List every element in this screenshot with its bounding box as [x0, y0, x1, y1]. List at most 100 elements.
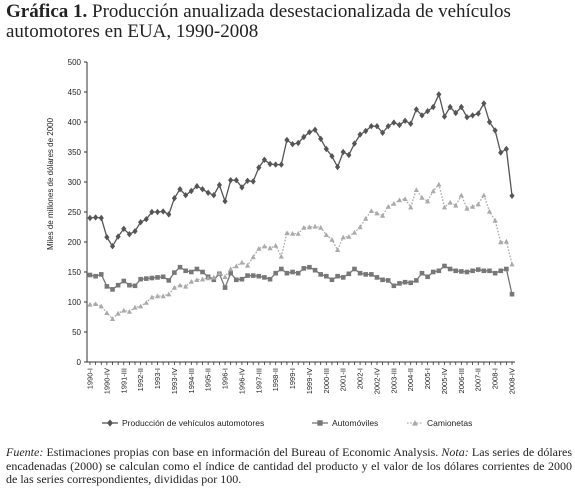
data-point-produccion: [211, 192, 217, 199]
data-point-produccion: [250, 178, 256, 185]
data-point-camionetas: [413, 187, 419, 192]
data-point-automoviles: [307, 264, 312, 270]
data-point-produccion: [115, 233, 121, 240]
data-point-camionetas: [250, 254, 256, 260]
legend-marker-camionetas: [412, 420, 418, 426]
data-point-automoviles: [481, 268, 487, 274]
data-point-automoviles: [374, 275, 380, 280]
chart-axes: 0 50 100 150 200 250 300 350 400 450 500 1990-I 1990…: [68, 58, 517, 394]
chart-legend: Producción de vehículos automotores Autom…: [102, 418, 472, 428]
data-point-automoviles: [290, 269, 295, 275]
data-point-produccion: [470, 112, 476, 119]
data-point-automoviles: [509, 291, 515, 297]
caption-fuente-text: Estimaciones propias con base en informa…: [46, 445, 439, 459]
data-point-produccion: [340, 148, 346, 156]
data-point-automoviles: [402, 279, 408, 285]
data-point-camionetas: [458, 192, 464, 198]
data-point-automoviles: [188, 269, 194, 275]
legend-label-produccion: Producción de vehículos automotores: [122, 418, 264, 428]
y-tick-label: 300: [68, 178, 82, 187]
data-point-produccion: [273, 161, 279, 168]
data-point-camionetas: [363, 216, 369, 221]
data-point-automoviles: [183, 268, 188, 274]
data-point-automoviles: [487, 268, 492, 274]
data-point-automoviles: [318, 272, 323, 277]
data-point-produccion: [430, 103, 436, 111]
data-point-camionetas: [222, 274, 228, 279]
data-point-produccion: [104, 234, 110, 241]
data-point-produccion: [492, 127, 498, 134]
data-point-automoviles: [453, 268, 459, 274]
data-point-produccion: [475, 110, 481, 117]
data-point-camionetas: [244, 262, 251, 268]
data-point-automoviles: [132, 283, 138, 289]
data-point-camionetas: [425, 198, 431, 204]
x-tick-label: 1995-II: [204, 368, 213, 391]
y-tick-label: 400: [68, 118, 82, 127]
data-point-produccion: [509, 192, 515, 199]
data-point-produccion: [464, 114, 470, 121]
data-point-produccion: [318, 135, 324, 142]
data-point-camionetas: [149, 294, 155, 300]
y-tick-label: 150: [68, 268, 82, 277]
series-automoviles: [87, 263, 515, 297]
data-point-automoviles: [115, 282, 121, 288]
data-point-produccion: [357, 131, 363, 138]
data-point-automoviles: [160, 274, 166, 280]
series-line-automoviles: [89, 265, 513, 295]
data-point-camionetas: [138, 303, 144, 309]
data-point-camionetas: [481, 192, 487, 198]
data-point-automoviles: [419, 270, 425, 276]
series-produccion: [87, 91, 515, 250]
data-point-camionetas: [346, 234, 352, 239]
data-point-camionetas: [98, 303, 104, 309]
data-point-automoviles: [335, 273, 340, 279]
caption-nota-label: Nota:: [441, 445, 469, 459]
x-tick-label: 1998-II: [271, 368, 280, 391]
legend-label-automoviles: Automóviles: [332, 418, 378, 428]
data-point-produccion: [419, 112, 425, 119]
x-tick-label: 1996-I: [221, 368, 230, 389]
data-point-produccion: [408, 120, 414, 127]
x-tick-label: 2002-I: [356, 368, 365, 389]
data-point-camionetas: [351, 229, 358, 235]
data-point-automoviles: [397, 281, 402, 286]
x-tick-label: 2001-II: [339, 368, 348, 391]
legend-marker-automoviles: [317, 420, 323, 426]
data-point-camionetas: [492, 217, 498, 223]
data-point-automoviles: [284, 270, 290, 276]
data-point-produccion: [284, 136, 290, 144]
data-point-automoviles: [172, 270, 177, 275]
legend-label-camionetas: Camionetas: [427, 418, 472, 428]
data-point-camionetas: [340, 234, 346, 240]
data-point-automoviles: [250, 273, 256, 278]
data-point-automoviles: [369, 272, 374, 277]
data-point-camionetas: [267, 245, 273, 251]
data-point-produccion: [149, 208, 155, 216]
data-point-automoviles: [329, 277, 335, 283]
data-point-automoviles: [430, 269, 436, 275]
x-tick-label: 2004-II: [406, 368, 415, 391]
x-tick-label: 2008-IV: [508, 368, 517, 394]
data-point-camionetas: [301, 225, 307, 230]
data-point-produccion: [301, 133, 307, 141]
data-point-automoviles: [312, 267, 318, 273]
data-point-camionetas: [154, 293, 161, 299]
data-point-produccion: [98, 214, 104, 222]
data-point-automoviles: [239, 276, 245, 282]
data-point-automoviles: [436, 268, 442, 274]
data-point-camionetas: [509, 261, 515, 267]
data-point-produccion: [109, 243, 116, 250]
data-point-camionetas: [470, 204, 476, 209]
data-point-automoviles: [98, 272, 104, 277]
line-chart: 0 50 100 150 200 250 300 350 400 450 500 1990-I 1990…: [46, 58, 517, 428]
data-point-automoviles: [492, 270, 498, 276]
data-point-produccion: [363, 127, 369, 135]
series-camionetas: [87, 181, 515, 321]
data-point-produccion: [199, 186, 206, 193]
data-point-automoviles: [93, 273, 98, 279]
data-point-produccion: [312, 126, 318, 133]
data-point-camionetas: [132, 304, 138, 310]
data-point-camionetas: [166, 291, 172, 297]
data-point-camionetas: [329, 237, 335, 242]
